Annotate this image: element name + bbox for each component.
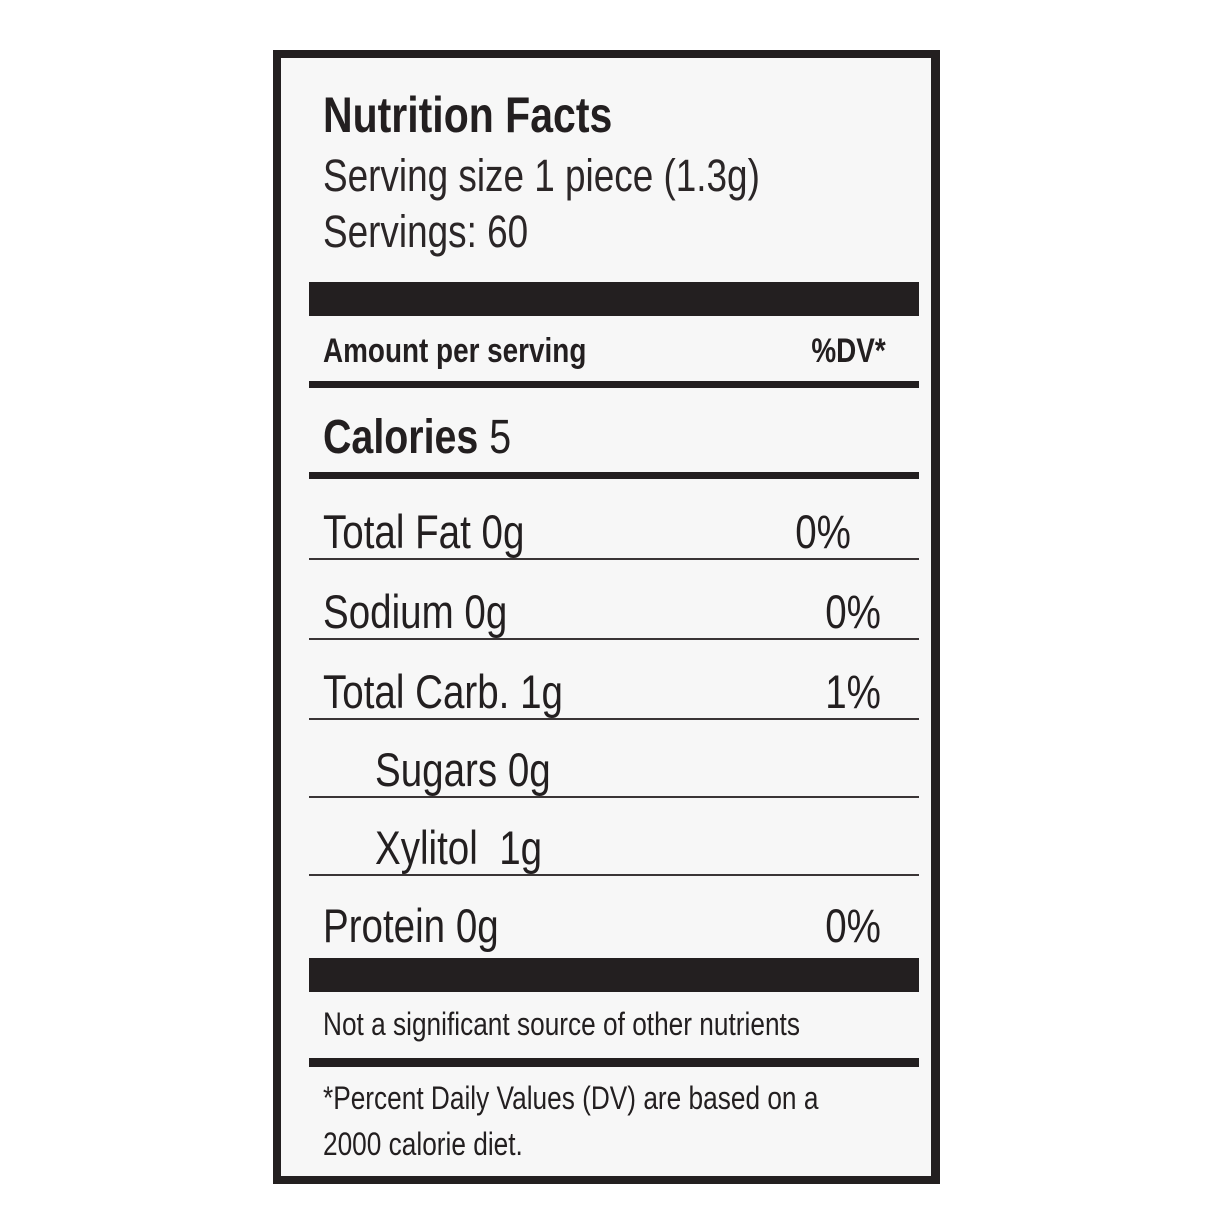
nutrient-total-fat: Total Fat 0g	[323, 505, 525, 558]
medium-divider	[309, 472, 919, 479]
calories-label: Calories	[323, 411, 479, 464]
nutrient-sugars: Sugars 0g	[375, 743, 551, 796]
nutrient-protein: Protein 0g	[323, 899, 499, 952]
thick-divider	[309, 282, 919, 316]
dv-protein: 0%	[825, 899, 881, 952]
serving-size: Serving size 1 piece (1.3g)	[323, 150, 760, 201]
amount-per-serving-header: Amount per serving	[323, 332, 587, 370]
thin-divider	[309, 796, 919, 798]
thin-divider	[309, 638, 919, 640]
thick-divider	[309, 958, 919, 992]
dv-total-carb: 1%	[825, 665, 881, 718]
thin-divider	[309, 874, 919, 876]
dv-sodium: 0%	[825, 585, 881, 638]
medium-divider	[309, 1058, 919, 1067]
medium-divider	[309, 381, 919, 388]
servings-per-container: Servings: 60	[323, 206, 529, 257]
nutrient-xylitol: Xylitol 1g	[375, 821, 543, 874]
thin-divider	[309, 558, 919, 560]
dv-header: %DV*	[811, 332, 886, 370]
footnote-line-1: *Percent Daily Values (DV) are based on …	[323, 1080, 819, 1116]
footnote-line-2: 2000 calorie diet.	[323, 1126, 523, 1162]
calories-row: Calories 5	[323, 410, 511, 465]
not-significant-note: Not a significant source of other nutrie…	[323, 1006, 800, 1042]
nutrition-facts-label: Nutrition Facts Serving size 1 piece (1.…	[273, 50, 940, 1184]
thin-divider	[309, 718, 919, 720]
nutrient-sodium: Sodium 0g	[323, 585, 508, 638]
dv-total-fat: 0%	[795, 505, 851, 558]
nutrient-total-carb: Total Carb. 1g	[323, 665, 563, 718]
calories-value: 5	[489, 411, 512, 464]
label-title: Nutrition Facts	[323, 87, 613, 143]
